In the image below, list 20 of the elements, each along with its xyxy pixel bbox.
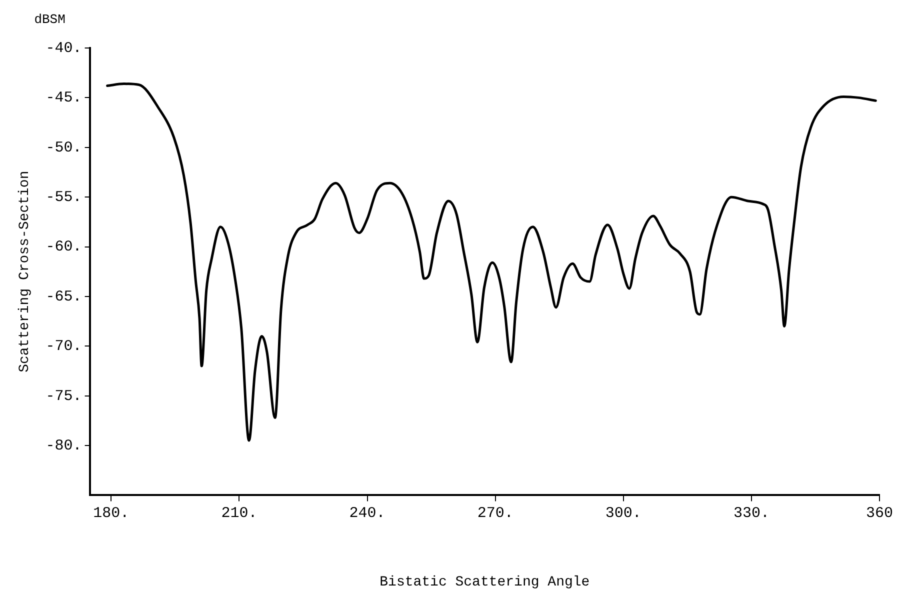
y-tick-label: -75. (46, 388, 82, 405)
y-tick-label: -70. (46, 338, 82, 356)
y-axis-title: Scattering Cross-Section (17, 170, 34, 372)
x-tick-label: 180. (93, 505, 130, 522)
y-tick-label: -45. (46, 90, 82, 107)
y-tick-label: -60. (46, 238, 82, 256)
y-tick-label: -80. (46, 437, 82, 454)
x-tick-label: 360 (866, 505, 894, 522)
y-tick-label: -40. (46, 40, 82, 57)
line-series (106, 82, 877, 442)
x-tick-label: 210. (221, 505, 258, 522)
x-tick-label: 240. (349, 505, 386, 522)
y-tick-label: -55. (46, 189, 82, 206)
x-tick-label: 270. (477, 505, 514, 522)
y-tick-label: -65. (46, 288, 82, 306)
x-tick-label: 330. (733, 505, 770, 522)
y-tick-label: -50. (46, 139, 82, 156)
text: dBSM (34, 12, 66, 27)
x-axis-title: Bistatic Scattering Angle (380, 574, 590, 590)
x-tick-label: 300. (605, 505, 642, 522)
